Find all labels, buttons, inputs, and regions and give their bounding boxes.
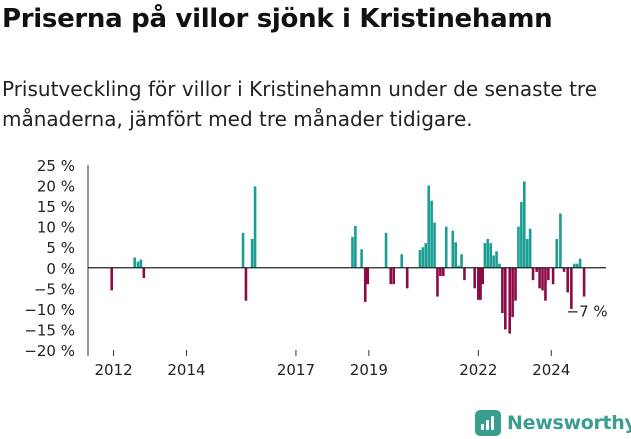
- y-tick-label: 20 %: [37, 178, 75, 196]
- bar-chart: 25 % 20 % 15 % 10 % 5 % 0 % −5 % −10 % −15 % −20 …: [24, 157, 608, 379]
- chart-bar: [483, 243, 487, 268]
- x-tick-label: 2024: [532, 361, 570, 379]
- chart-bar: [392, 267, 395, 285]
- chart-bar: [360, 249, 363, 268]
- chart-bar: [400, 254, 404, 268]
- chart-bar: [566, 267, 569, 293]
- chart-bar: [522, 181, 526, 268]
- chart-bar: [430, 200, 433, 268]
- chart-bar: [575, 263, 579, 268]
- x-tick-label: 2017: [277, 361, 315, 379]
- x-tick-label: 2019: [350, 361, 388, 379]
- chart-bar: [241, 232, 245, 268]
- chart-bar: [477, 267, 480, 300]
- chart-bar: [528, 228, 532, 268]
- chart-bar: [244, 267, 248, 301]
- chart-bar: [418, 250, 422, 268]
- chart-bar: [250, 239, 254, 268]
- chart-bar: [479, 267, 482, 300]
- chart-title: Priserna på villor sjönk i Kristinehamn: [2, 4, 553, 34]
- chart-bar: [481, 267, 485, 285]
- chart-bar: [354, 225, 357, 268]
- chart-bar: [517, 226, 520, 268]
- newsworthy-logo-text: Newsworthy: [507, 412, 631, 434]
- chart-bar: [544, 267, 547, 301]
- annotation-label: −7 %: [567, 303, 608, 321]
- chart-bar: [454, 242, 458, 268]
- chart-bar: [389, 267, 393, 285]
- chart-bar: [253, 186, 257, 268]
- chart-bar: [139, 259, 143, 268]
- y-tick-label: −10 %: [24, 301, 75, 319]
- x-tick-label: 2012: [94, 361, 132, 379]
- chart-bar: [501, 267, 504, 313]
- chart-bar: [570, 267, 573, 309]
- y-tick-label: 5 %: [46, 239, 75, 257]
- chart-bar: [427, 185, 431, 268]
- chart-bar: [520, 202, 523, 268]
- y-tick-label: 0 %: [46, 260, 75, 278]
- chart-bar: [551, 267, 555, 285]
- chart-bar: [547, 267, 550, 281]
- chart-bar: [444, 226, 448, 268]
- chart-bar: [424, 243, 428, 268]
- chart-bar: [578, 258, 582, 268]
- newsworthy-logo: Newsworthy: [475, 410, 631, 436]
- chart-bar: [460, 254, 463, 268]
- chart-bar: [133, 257, 136, 268]
- chart-bar: [508, 267, 511, 334]
- chart-bar: [473, 267, 476, 289]
- chart-bar: [366, 267, 370, 285]
- chart-bar: [559, 213, 562, 268]
- chart-bar: [457, 265, 460, 268]
- chart-bar: [442, 267, 445, 276]
- chart-bar: [351, 236, 354, 268]
- chart-bar: [514, 267, 517, 301]
- y-tick-label: 10 %: [37, 219, 75, 237]
- chart-bar: [486, 239, 490, 268]
- chart-bar: [451, 230, 455, 268]
- chart-bar: [436, 267, 439, 297]
- y-tick-label: 15 %: [37, 198, 75, 216]
- chart-bar: [498, 263, 501, 268]
- y-tick-label: 25 %: [37, 157, 75, 175]
- chart-bar: [495, 251, 498, 268]
- chart-bar: [142, 267, 146, 279]
- x-tick-label: 2022: [459, 361, 497, 379]
- chart-bar: [504, 267, 507, 330]
- chart-bar: [363, 267, 367, 302]
- chart-bar: [439, 267, 442, 276]
- chart-bar: [463, 267, 466, 281]
- chart-bar: [562, 267, 566, 272]
- chart-bar: [555, 239, 559, 268]
- chart-bar: [538, 267, 541, 289]
- chart-bar: [572, 263, 576, 268]
- chart-bar: [531, 267, 535, 281]
- chart-bar: [535, 267, 538, 272]
- chart-bar: [384, 232, 388, 268]
- chart-bar: [541, 267, 544, 291]
- chart-bar: [136, 261, 140, 268]
- chart-subtitle: Prisutveckling för villor i Kristinehamn…: [2, 77, 598, 131]
- newsworthy-logo-icon: [475, 410, 501, 436]
- chart-bar: [110, 267, 114, 291]
- chart-bar: [489, 243, 493, 268]
- y-tick-label: −20 %: [24, 342, 75, 360]
- chart-bar: [433, 222, 436, 268]
- chart-bar: [511, 267, 514, 318]
- y-tick-label: −5 %: [34, 280, 75, 298]
- y-tick-label: −15 %: [24, 321, 75, 339]
- chart-bar: [582, 267, 586, 297]
- chart-bar: [492, 255, 495, 268]
- chart-bar: [405, 267, 409, 289]
- chart-bar: [421, 247, 425, 268]
- chart-bar: [525, 239, 529, 268]
- x-tick-label: 2014: [167, 361, 205, 379]
